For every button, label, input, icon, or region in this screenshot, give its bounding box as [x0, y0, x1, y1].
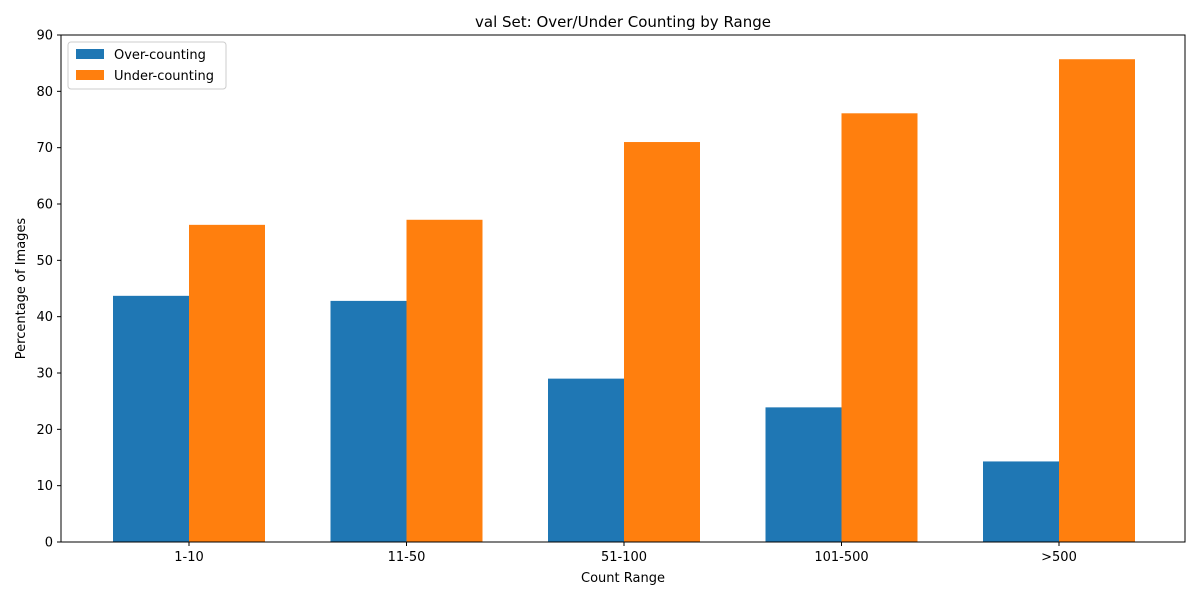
bar-over-4 [983, 461, 1059, 542]
chart-title: val Set: Over/Under Counting by Range [475, 13, 771, 31]
y-tick-label-8: 80 [36, 85, 53, 100]
y-tick-label-2: 20 [36, 423, 53, 438]
legend-box [67, 41, 227, 90]
x-tick-label-1: 11-50 [388, 550, 426, 565]
y-tick-label-9: 90 [36, 29, 53, 44]
y-tick-label-0: 0 [45, 536, 53, 551]
x-tick-label-3: 101-500 [814, 550, 868, 565]
x-tick-label-2: 51-100 [601, 550, 647, 565]
legend: Over-counting Under-counting [67, 41, 227, 90]
y-tick-label-6: 60 [36, 198, 53, 213]
x-axis: 1-10 11-50 51-100 101-500 >500 [174, 542, 1077, 565]
y-axis-label: Percentage of Images [14, 218, 29, 360]
y-tick-label-1: 10 [36, 479, 53, 494]
bar-under-2 [624, 142, 700, 543]
x-tick-label-0: 1-10 [174, 550, 204, 565]
bar-under-4 [1059, 59, 1135, 543]
legend-swatch-over-counting [76, 49, 104, 59]
bar-over-3 [765, 407, 842, 542]
bar-over-2 [548, 378, 624, 542]
bar-under-0 [189, 224, 265, 543]
plot-frame [60, 34, 1186, 543]
legend-label-under-counting: Under-counting [114, 69, 214, 84]
legend-label-over-counting: Over-counting [114, 48, 206, 63]
x-tick-label-4: >500 [1041, 550, 1077, 565]
bar-over-0 [113, 295, 189, 542]
legend-swatch-under-counting [76, 70, 104, 80]
bar-over-1 [330, 300, 407, 542]
bar-under-3 [841, 113, 918, 542]
y-tick-label-3: 30 [36, 367, 53, 382]
bars-group [113, 59, 1135, 543]
x-axis-label: Count Range [581, 571, 665, 586]
y-axis: 0 10 20 30 40 50 60 70 80 90 [36, 29, 61, 551]
bar-under-1 [406, 219, 483, 543]
y-tick-label-5: 50 [36, 254, 53, 269]
y-tick-label-4: 40 [36, 310, 53, 325]
y-tick-label-7: 70 [36, 141, 53, 156]
